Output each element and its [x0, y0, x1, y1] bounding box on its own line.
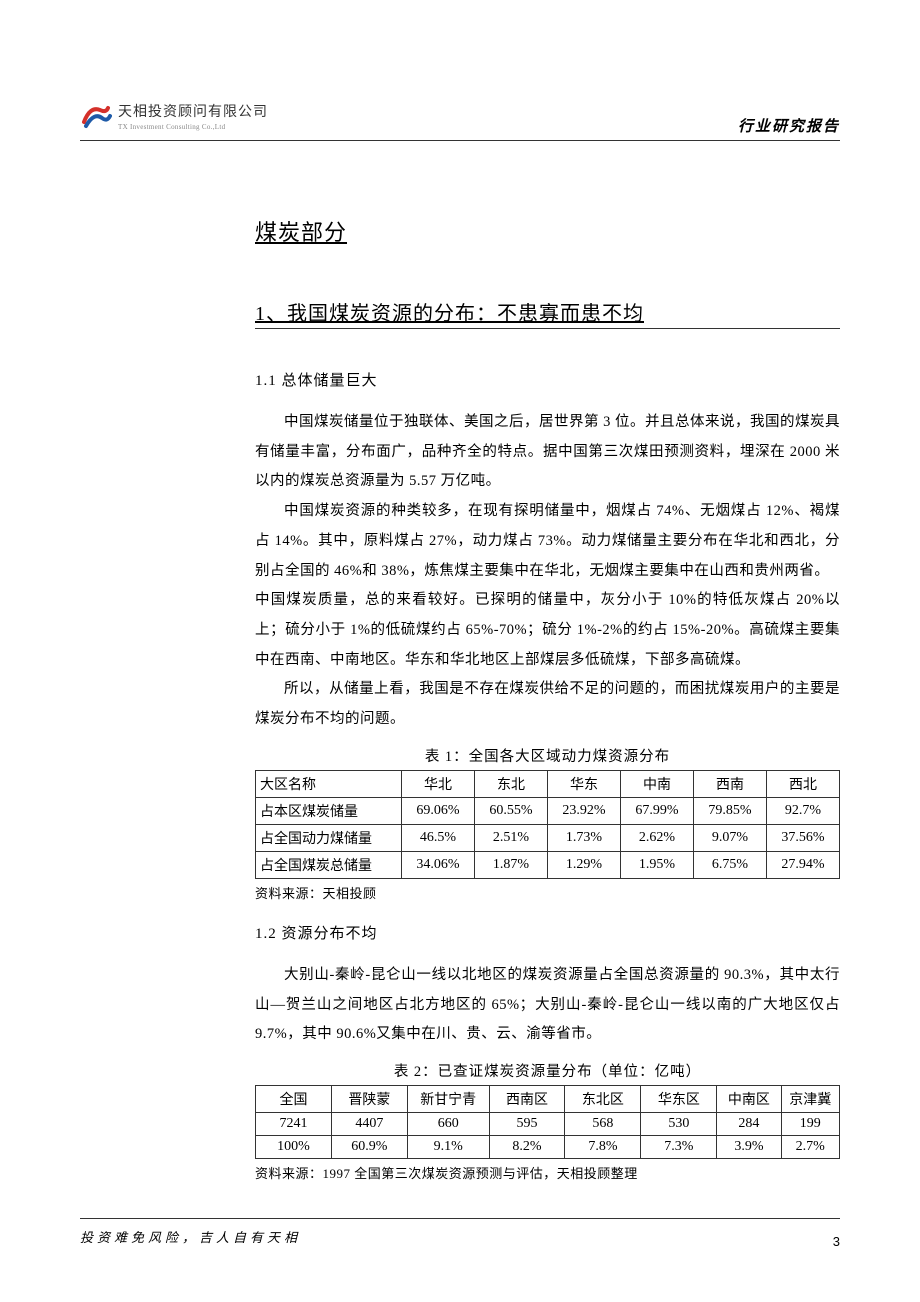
table-cell: 60.55% — [475, 797, 548, 824]
table-header-cell: 华北 — [402, 770, 475, 797]
table-cell: 60.9% — [331, 1136, 407, 1159]
table-cell: 69.06% — [402, 797, 475, 824]
table-cell: 7241 — [256, 1113, 332, 1136]
table-row: 100%60.9%9.1%8.2%7.8%7.3%3.9%2.7% — [256, 1136, 840, 1159]
table-cell: 67.99% — [621, 797, 694, 824]
table-header-cell: 东北区 — [565, 1086, 641, 1113]
page-footer: 投资难免风险，吉人自有天相 3 — [80, 1218, 840, 1247]
table-cell: 34.06% — [402, 851, 475, 878]
table-cell: 2.51% — [475, 824, 548, 851]
table-header-cell: 新甘宁青 — [407, 1086, 489, 1113]
table-header-cell: 西南区 — [489, 1086, 565, 1113]
table-header-cell: 华东 — [548, 770, 621, 797]
table-header-cell: 东北 — [475, 770, 548, 797]
paragraph: 大别山-秦岭-昆仑山一线以北地区的煤炭资源量占全国总资源量的 90.3%，其中太… — [255, 961, 840, 1050]
table1-source: 资料来源：天相投顾 — [255, 883, 840, 902]
table-cell: 284 — [717, 1113, 781, 1136]
table-cell: 8.2% — [489, 1136, 565, 1159]
section-title: 煤炭部分 — [255, 215, 840, 247]
table-row: 占本区煤炭储量69.06%60.55%23.92%67.99%79.85%92.… — [256, 797, 840, 824]
table-regional-coal: 大区名称华北东北华东中南西南西北 占本区煤炭储量69.06%60.55%23.9… — [255, 770, 840, 879]
paragraph: 所以，从储量上看，我国是不存在煤炭供给不足的问题的，而困扰煤炭用户的主要是煤炭分… — [255, 675, 840, 734]
table1-caption: 表 1：全国各大区域动力煤资源分布 — [255, 745, 840, 766]
footer-divider — [80, 1218, 840, 1219]
table2-caption: 表 2：已查证煤炭资源量分布（单位：亿吨） — [255, 1060, 840, 1081]
table-cell: 占全国煤炭总储量 — [256, 851, 402, 878]
table-header-cell: 中南区 — [717, 1086, 781, 1113]
table-cell: 37.56% — [767, 824, 840, 851]
paragraph: 中国煤炭资源的种类较多，在现有探明储量中，烟煤占 74%、无烟煤占 12%、褐煤… — [255, 497, 840, 586]
table-row: 72414407660595568530284199 — [256, 1113, 840, 1136]
table-cell: 1.73% — [548, 824, 621, 851]
paragraph: 中国煤炭储量位于独联体、美国之后，居世界第 3 位。并且总体来说，我国的煤炭具有… — [255, 408, 840, 497]
table-cell: 2.62% — [621, 824, 694, 851]
page-number: 3 — [833, 1234, 840, 1249]
table-cell: 1.87% — [475, 851, 548, 878]
table-cell: 568 — [565, 1113, 641, 1136]
table-header-cell: 大区名称 — [256, 770, 402, 797]
table-cell: 199 — [781, 1113, 839, 1136]
table-cell: 660 — [407, 1113, 489, 1136]
table-cell: 46.5% — [402, 824, 475, 851]
table-cell: 6.75% — [694, 851, 767, 878]
table-row: 占全国煤炭总储量34.06%1.87%1.29%1.95%6.75%27.94% — [256, 851, 840, 878]
table-cell: 79.85% — [694, 797, 767, 824]
table2-source: 资料来源：1997 全国第三次煤炭资源预测与评估，天相投顾整理 — [255, 1163, 840, 1182]
table-cell: 23.92% — [548, 797, 621, 824]
heading-1-2: 1.2 资源分布不均 — [255, 922, 840, 943]
header-divider — [80, 140, 840, 141]
table-header-cell: 晋陕蒙 — [331, 1086, 407, 1113]
report-type-label: 行业研究报告 — [738, 115, 840, 136]
table-cell: 100% — [256, 1136, 332, 1159]
logo-company-name-en: TX Investment Consulting Co.,Ltd — [118, 123, 268, 131]
table-header-cell: 华东区 — [641, 1086, 717, 1113]
table-cell: 7.8% — [565, 1136, 641, 1159]
paragraph: 中国煤炭质量，总的来看较好。已探明的储量中，灰分小于 10%的特低灰煤占 20%… — [255, 586, 840, 675]
table-cell: 1.95% — [621, 851, 694, 878]
table-cell: 占全国动力煤储量 — [256, 824, 402, 851]
table-cell: 92.7% — [767, 797, 840, 824]
table-cell: 530 — [641, 1113, 717, 1136]
table-cell: 595 — [489, 1113, 565, 1136]
table-cell: 4407 — [331, 1113, 407, 1136]
footer-slogan: 投资难免风险，吉人自有天相 — [80, 1230, 301, 1245]
table-cell: 27.94% — [767, 851, 840, 878]
table-verified-reserves: 全国晋陕蒙新甘宁青西南区东北区华东区中南区京津冀 724144076605955… — [255, 1085, 840, 1159]
table-cell: 占本区煤炭储量 — [256, 797, 402, 824]
logo-icon — [80, 100, 112, 132]
company-logo: 天相投资顾问有限公司 TX Investment Consulting Co.,… — [80, 100, 268, 132]
table-cell: 9.1% — [407, 1136, 489, 1159]
subsection-title: 1、我国煤炭资源的分布：不患寡而患不均 — [255, 297, 840, 329]
table-header-cell: 中南 — [621, 770, 694, 797]
heading-1-1: 1.1 总体储量巨大 — [255, 369, 840, 390]
table-header-cell: 西北 — [767, 770, 840, 797]
table-header-cell: 全国 — [256, 1086, 332, 1113]
table-cell: 1.29% — [548, 851, 621, 878]
logo-company-name: 天相投资顾问有限公司 — [118, 101, 268, 121]
table-cell: 3.9% — [717, 1136, 781, 1159]
table-row: 占全国动力煤储量46.5%2.51%1.73%2.62%9.07%37.56% — [256, 824, 840, 851]
table-cell: 9.07% — [694, 824, 767, 851]
table-header-cell: 京津冀 — [781, 1086, 839, 1113]
table-cell: 7.3% — [641, 1136, 717, 1159]
table-header-cell: 西南 — [694, 770, 767, 797]
table-cell: 2.7% — [781, 1136, 839, 1159]
